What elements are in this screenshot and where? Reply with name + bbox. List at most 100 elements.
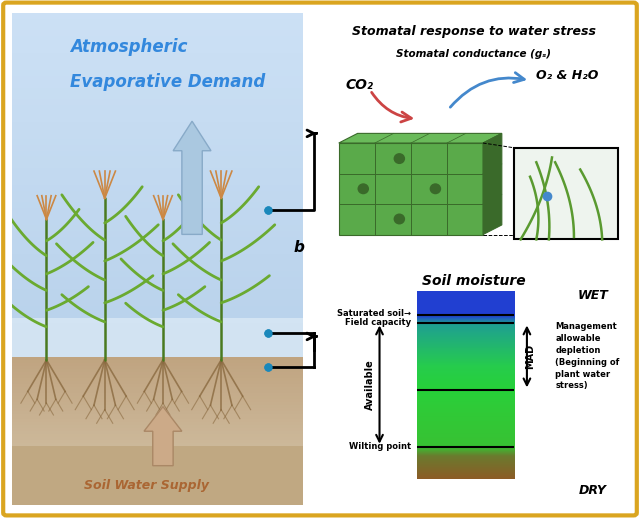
Bar (12, 231, 303, 237)
Bar (12, 220, 303, 225)
Bar (12, 128, 303, 134)
Text: Stomatal conductance (gₛ): Stomatal conductance (gₛ) (396, 49, 551, 59)
Bar (12, 99, 303, 105)
Bar (12, 323, 303, 329)
Text: a: a (294, 0, 304, 3)
Bar (12, 289, 303, 294)
Ellipse shape (429, 183, 441, 194)
Bar (12, 318, 303, 357)
Bar (12, 416, 303, 420)
Bar (339, 143, 483, 235)
Bar (12, 248, 303, 254)
Bar (12, 254, 303, 260)
Bar (12, 329, 303, 335)
Bar (12, 393, 303, 396)
Bar (12, 399, 303, 402)
Bar (12, 283, 303, 289)
Bar (12, 387, 303, 390)
Bar (12, 357, 303, 361)
Bar (12, 260, 303, 266)
Bar (12, 271, 303, 277)
Bar (12, 174, 303, 179)
Bar (12, 191, 303, 197)
Bar (12, 363, 303, 366)
Bar (12, 446, 303, 505)
Text: CO₂: CO₂ (345, 78, 373, 92)
Bar (12, 443, 303, 446)
Bar (12, 366, 303, 369)
Bar (12, 82, 303, 88)
Bar (515, 148, 618, 239)
Text: Available: Available (365, 359, 375, 410)
Text: MAD: MAD (525, 344, 535, 369)
Bar (12, 306, 303, 311)
FancyArrow shape (173, 121, 211, 234)
Text: Field capacity: Field capacity (345, 318, 411, 327)
Bar (12, 266, 303, 271)
Bar (12, 420, 303, 422)
Bar (12, 431, 303, 434)
Bar (12, 411, 303, 413)
Bar (12, 311, 303, 317)
Bar (12, 381, 303, 384)
FancyBboxPatch shape (314, 10, 634, 256)
Bar (12, 122, 303, 128)
Bar (12, 19, 303, 24)
Bar (12, 402, 303, 405)
Bar (12, 93, 303, 99)
Bar (12, 76, 303, 82)
Bar (12, 151, 303, 156)
Bar (12, 53, 303, 59)
Text: Saturated soil→: Saturated soil→ (337, 309, 411, 319)
Bar (12, 168, 303, 174)
Text: Evaporative Demand: Evaporative Demand (70, 73, 265, 91)
Bar (12, 139, 303, 145)
Bar (12, 179, 303, 185)
Bar (12, 208, 303, 214)
Bar (12, 134, 303, 139)
Bar (12, 156, 303, 162)
Bar (12, 294, 303, 300)
FancyArrow shape (144, 407, 182, 466)
Bar (12, 277, 303, 283)
Text: DRY: DRY (579, 484, 607, 497)
Text: O₂ & H₂O: O₂ & H₂O (536, 69, 598, 82)
Bar (12, 214, 303, 220)
Bar (12, 346, 303, 352)
Bar (12, 65, 303, 70)
Bar (12, 352, 303, 357)
Bar (12, 116, 303, 122)
Bar (12, 317, 303, 323)
Ellipse shape (394, 213, 405, 224)
Bar (12, 48, 303, 53)
Bar (12, 422, 303, 425)
Bar (12, 13, 303, 19)
Text: Stomatal response to water stress: Stomatal response to water stress (351, 25, 596, 38)
Bar (12, 390, 303, 393)
Bar (12, 59, 303, 65)
Bar (12, 378, 303, 381)
Bar (12, 428, 303, 431)
Bar (12, 340, 303, 346)
Bar (12, 434, 303, 437)
Bar (12, 88, 303, 93)
Bar (12, 405, 303, 408)
Ellipse shape (394, 153, 405, 164)
Polygon shape (483, 133, 502, 235)
Bar (12, 372, 303, 375)
Bar (12, 105, 303, 110)
Bar (12, 396, 303, 399)
Text: Management
allowable
depletion
(Beginning of
plant water
stress): Management allowable depletion (Beginnin… (555, 322, 620, 391)
Bar (12, 145, 303, 151)
Text: Soil moisture: Soil moisture (422, 274, 525, 288)
Ellipse shape (358, 183, 369, 194)
Bar (12, 242, 303, 248)
Bar (12, 335, 303, 340)
Text: Soil Water Supply: Soil Water Supply (84, 479, 209, 492)
FancyBboxPatch shape (314, 262, 634, 508)
Bar (12, 361, 303, 363)
Bar (12, 375, 303, 378)
Bar (12, 41, 303, 48)
Polygon shape (339, 133, 502, 143)
Bar (12, 384, 303, 387)
